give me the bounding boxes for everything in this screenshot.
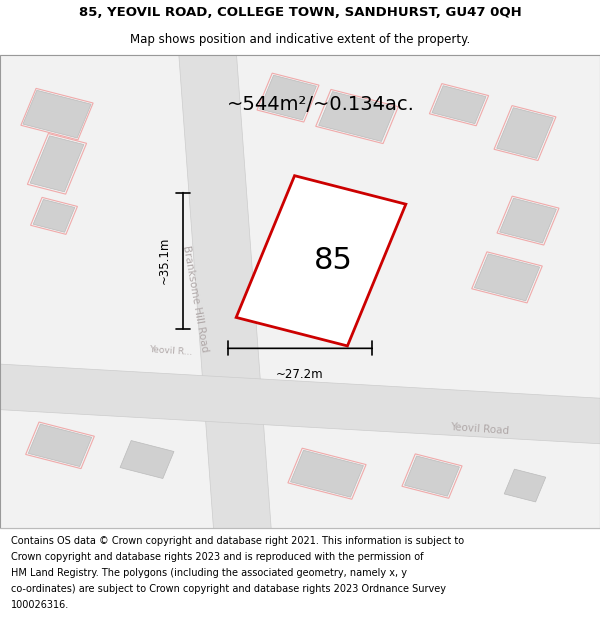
Polygon shape <box>236 176 406 346</box>
Polygon shape <box>404 456 460 496</box>
Text: 85, YEOVIL ROAD, COLLEGE TOWN, SANDHURST, GU47 0QH: 85, YEOVIL ROAD, COLLEGE TOWN, SANDHURST… <box>79 6 521 19</box>
Text: ~27.2m: ~27.2m <box>276 368 324 381</box>
Text: Contains OS data © Crown copyright and database right 2021. This information is : Contains OS data © Crown copyright and d… <box>11 536 464 546</box>
Polygon shape <box>178 44 272 539</box>
Polygon shape <box>319 92 395 141</box>
Polygon shape <box>290 450 364 497</box>
Text: co-ordinates) are subject to Crown copyright and database rights 2023 Ordnance S: co-ordinates) are subject to Crown copyr… <box>11 584 446 594</box>
Text: 100026316.: 100026316. <box>11 600 69 610</box>
Polygon shape <box>23 91 91 138</box>
Polygon shape <box>28 424 92 466</box>
Text: Branksome Hill Road: Branksome Hill Road <box>181 244 209 353</box>
Polygon shape <box>497 107 553 158</box>
Polygon shape <box>500 198 556 243</box>
Polygon shape <box>504 469 546 502</box>
Polygon shape <box>432 86 486 124</box>
Text: 85: 85 <box>314 246 352 275</box>
Text: ~544m²/~0.134ac.: ~544m²/~0.134ac. <box>227 95 415 114</box>
Polygon shape <box>475 254 539 301</box>
Polygon shape <box>260 75 316 120</box>
Text: Crown copyright and database rights 2023 and is reproduced with the permission o: Crown copyright and database rights 2023… <box>11 552 424 562</box>
Text: Map shows position and indicative extent of the property.: Map shows position and indicative extent… <box>130 33 470 46</box>
Polygon shape <box>120 441 174 479</box>
Polygon shape <box>0 364 600 444</box>
Text: HM Land Registry. The polygons (including the associated geometry, namely x, y: HM Land Registry. The polygons (includin… <box>11 568 407 578</box>
Polygon shape <box>33 199 75 232</box>
Polygon shape <box>30 136 84 192</box>
Text: Yeovil R...: Yeovil R... <box>149 345 193 357</box>
Text: ~35.1m: ~35.1m <box>157 237 170 284</box>
Text: Yeovil Road: Yeovil Road <box>450 422 510 436</box>
